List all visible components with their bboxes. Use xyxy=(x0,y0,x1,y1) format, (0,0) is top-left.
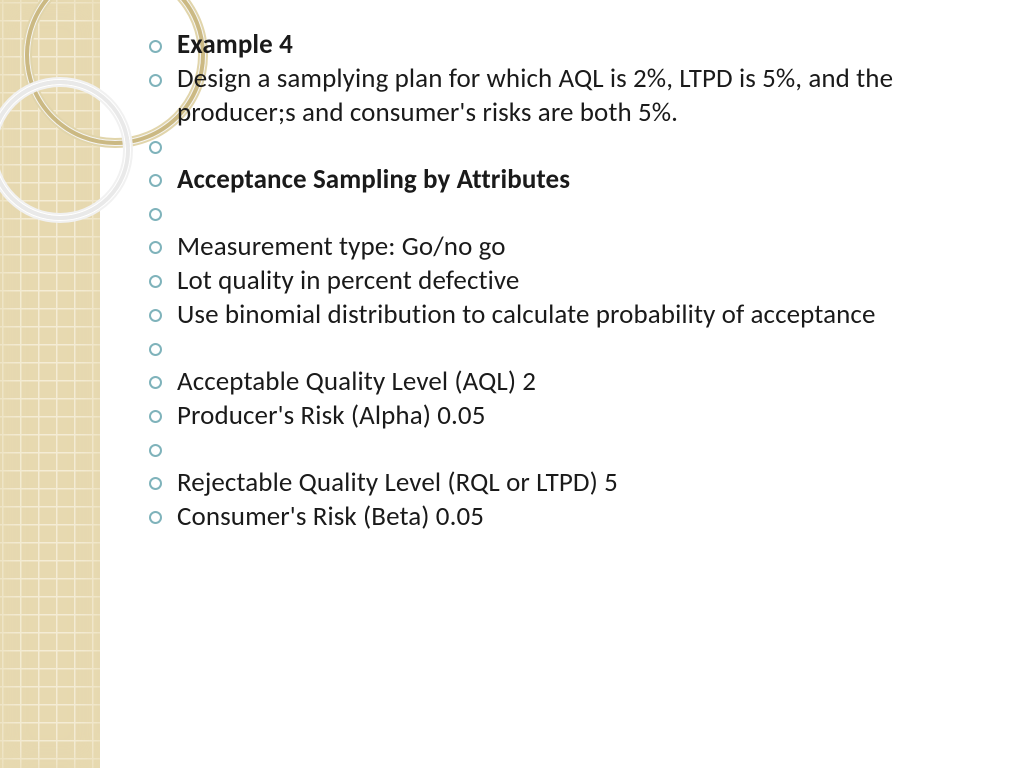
bullet-text: Lot quality in percent defective xyxy=(177,264,519,297)
bullet-item: Acceptance Sampling by Attributes xyxy=(145,163,994,197)
bullet-text: Producer's Risk (Alpha) 0.05 xyxy=(177,399,486,432)
bullet-text: Example 4 xyxy=(177,28,293,61)
bullet-text: Design a samplying plan for which AQL is… xyxy=(177,62,893,129)
bullet-item: Rejectable Quality Level (RQL or LTPD) 5 xyxy=(145,466,994,500)
bullet-text: Acceptance Sampling by Attributes xyxy=(177,163,570,196)
bullet-item: Lot quality in percent defective xyxy=(145,264,994,298)
bullet-item: Use binomial distribution to calculate p… xyxy=(145,298,994,332)
bullet-text: Use binomial distribution to calculate p… xyxy=(177,298,875,331)
slide-content: Example 4 Design a samplying plan for wh… xyxy=(145,28,994,534)
bullet-item: Design a samplying plan for which AQL is… xyxy=(145,62,994,130)
bullet-item: Measurement type: Go/no go xyxy=(145,230,994,264)
bullet-item xyxy=(145,197,994,230)
bullet-item: Producer's Risk (Alpha) 0.05 xyxy=(145,399,994,433)
bullet-item: Consumer's Risk (Beta) 0.05 xyxy=(145,500,994,534)
bullet-item xyxy=(145,433,994,466)
bullet-item xyxy=(145,332,994,365)
decorative-ring-small xyxy=(0,80,130,220)
bullet-list: Example 4 Design a samplying plan for wh… xyxy=(145,28,994,534)
bullet-text: Acceptable Quality Level (AQL) 2 xyxy=(177,365,536,398)
bullet-text: Rejectable Quality Level (RQL or LTPD) 5 xyxy=(177,466,618,499)
bullet-text: Consumer's Risk (Beta) 0.05 xyxy=(177,500,484,533)
bullet-text: Measurement type: Go/no go xyxy=(177,230,506,263)
bullet-item: Acceptable Quality Level (AQL) 2 xyxy=(145,365,994,399)
bullet-item: Example 4 xyxy=(145,28,994,62)
bullet-item xyxy=(145,130,994,163)
